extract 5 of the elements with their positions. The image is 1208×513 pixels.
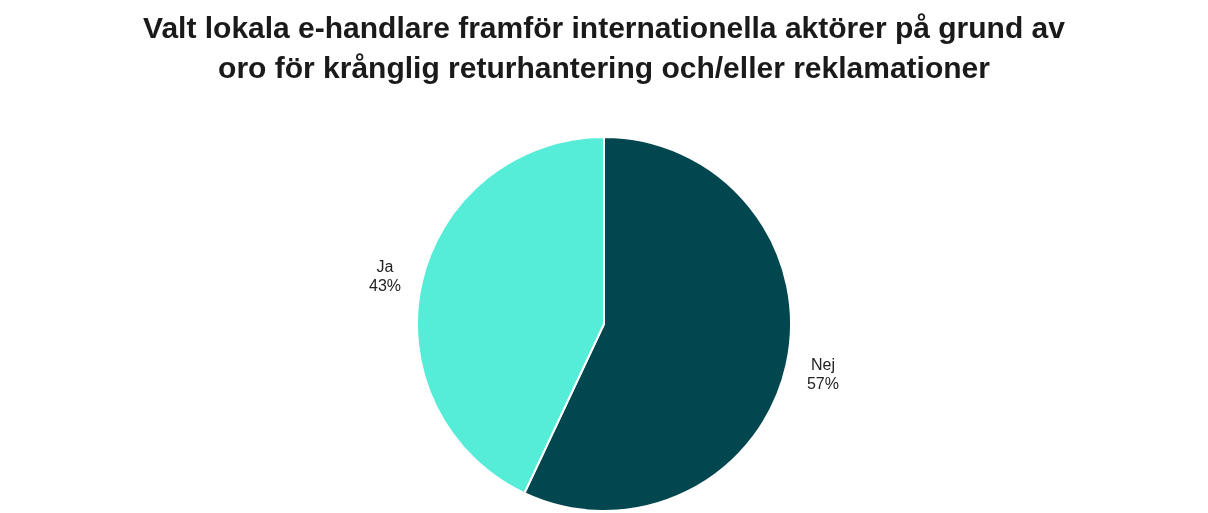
data-label: 57%	[806, 374, 840, 392]
data-label: 43%	[368, 277, 402, 295]
slice-label: Nej	[810, 355, 835, 373]
chart-title: Valt lokala e-handlare framför internationella aktörer på grund av oro för krånglig returhantering och/eller reklamationer	[143, 11, 1066, 84]
slice-label: Ja	[376, 257, 394, 275]
